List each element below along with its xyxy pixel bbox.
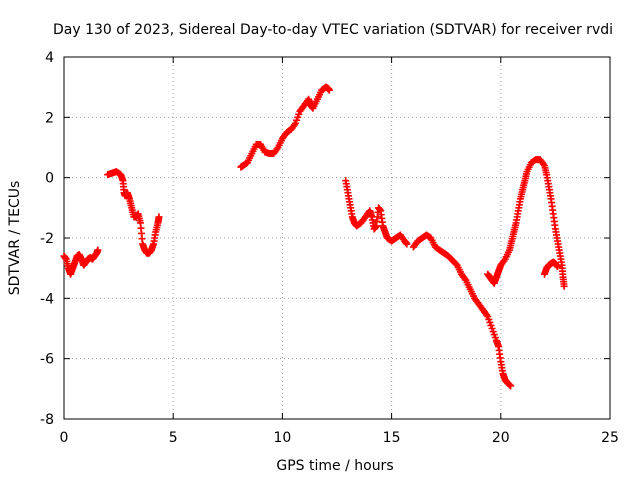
y-tick-label: -8	[40, 412, 54, 428]
y-tick-label: -6	[40, 352, 54, 368]
chart-title: Day 130 of 2023, Sidereal Day-to-day VTE…	[53, 22, 613, 38]
x-tick-label: 15	[383, 430, 401, 446]
data-point	[539, 160, 547, 168]
data-point	[403, 240, 411, 248]
y-tick-label: 0	[45, 171, 54, 187]
y-tick-label: -4	[40, 291, 54, 307]
axis-ticks: 0 5 10 15 20 25 -8 -6 -4 -2 0 2 4	[40, 50, 619, 446]
grid-lines	[64, 57, 610, 419]
x-tick-label: 5	[169, 430, 178, 446]
data-points	[60, 83, 568, 390]
data-point	[507, 382, 515, 390]
x-tick-label: 0	[60, 430, 69, 446]
x-tick-label: 20	[492, 430, 510, 446]
x-axis-label: GPS time / hours	[276, 458, 393, 474]
data-point	[554, 263, 562, 271]
data-point	[273, 145, 281, 153]
data-point	[94, 246, 102, 254]
y-tick-label: 4	[45, 50, 54, 66]
x-tick-label: 25	[601, 430, 619, 446]
data-point	[483, 311, 491, 319]
y-tick-label: -2	[40, 231, 54, 247]
data-point	[325, 86, 333, 94]
data-point	[560, 282, 568, 290]
data-point	[461, 275, 469, 283]
data-point	[155, 213, 163, 221]
data-point	[290, 121, 298, 129]
data-point	[500, 257, 508, 265]
x-tick-label: 10	[273, 430, 291, 446]
y-axis-label: SDTVAR / TECUs	[7, 181, 23, 296]
y-tick-label: 2	[45, 110, 54, 126]
